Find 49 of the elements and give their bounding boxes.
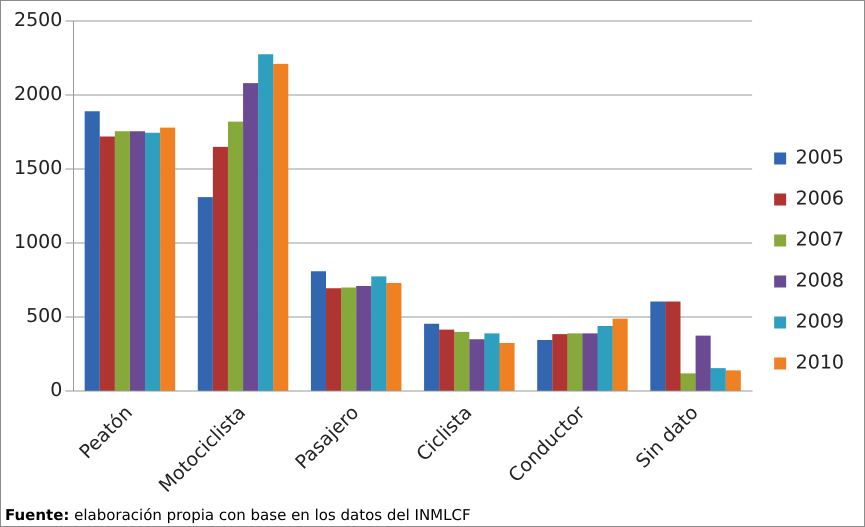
bar bbox=[371, 276, 386, 391]
bar bbox=[469, 339, 484, 391]
bar bbox=[145, 132, 160, 391]
bar bbox=[726, 370, 741, 391]
bar bbox=[160, 128, 176, 391]
bar bbox=[114, 131, 130, 391]
bar bbox=[650, 302, 666, 391]
y-tick-label: 1000 bbox=[14, 231, 62, 253]
bar bbox=[84, 111, 100, 391]
bar bbox=[130, 131, 146, 391]
bar bbox=[696, 336, 711, 391]
bar bbox=[598, 326, 613, 391]
bar bbox=[341, 287, 356, 391]
y-tick-label: 2500 bbox=[14, 8, 62, 31]
bar bbox=[582, 333, 598, 391]
bar bbox=[310, 271, 326, 391]
y-tick-label: 2000 bbox=[14, 82, 62, 105]
y-tick-label: 1500 bbox=[14, 156, 62, 179]
legend-label: 2006 bbox=[796, 187, 844, 210]
source-note: Fuente: elaboración propia con base en los datos del INMLCF bbox=[5, 506, 471, 524]
bar bbox=[243, 83, 258, 391]
bar bbox=[499, 342, 515, 391]
bar bbox=[484, 333, 500, 391]
bar bbox=[100, 136, 115, 391]
bar bbox=[680, 373, 696, 391]
bar bbox=[537, 340, 552, 391]
bar bbox=[356, 286, 372, 391]
y-tick-label: 0 bbox=[50, 379, 62, 402]
bar bbox=[612, 318, 628, 391]
legend-label: 2005 bbox=[796, 146, 844, 168]
bar bbox=[198, 197, 213, 391]
y-tick-label: 500 bbox=[26, 305, 62, 328]
legend-label: 2007 bbox=[796, 228, 844, 250]
bar bbox=[710, 368, 726, 391]
bar bbox=[567, 333, 582, 391]
bar bbox=[273, 64, 288, 391]
bar bbox=[228, 122, 244, 391]
bar bbox=[439, 330, 454, 391]
legend-label: 2009 bbox=[796, 310, 844, 332]
legend-label: 2010 bbox=[796, 351, 844, 374]
bar bbox=[424, 324, 440, 391]
bar bbox=[454, 332, 470, 391]
bar bbox=[212, 146, 228, 391]
bar bbox=[258, 54, 274, 391]
bar bbox=[552, 334, 568, 391]
bar bbox=[326, 288, 342, 391]
bar bbox=[386, 283, 402, 391]
bar bbox=[665, 302, 680, 391]
legend-label: 2008 bbox=[796, 269, 844, 292]
